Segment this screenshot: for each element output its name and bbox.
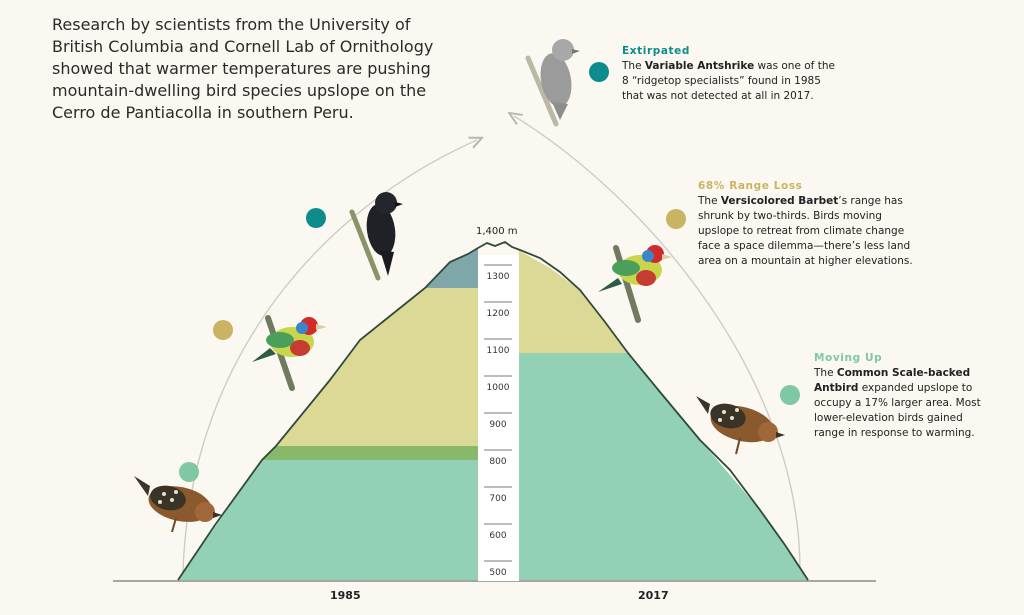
annotation-text-post: ’s range has shrunk by two-thirds. Birds… [698, 195, 913, 267]
species-name: Variable Antshrike [644, 60, 755, 72]
elevation-ruler [478, 255, 519, 581]
band-1985-low [178, 460, 478, 580]
annotation-text-pre: The [622, 60, 645, 72]
species-name: Versicolored Barbet [720, 195, 839, 207]
annotation-text-post: was one of the 8 “ridgetop specialists” … [622, 60, 835, 102]
dot-mint-left [179, 462, 199, 482]
year-label-2017: 2017 [638, 589, 669, 602]
annotation-heading: 68% Range Loss [698, 180, 803, 192]
dot-mint-moving-up [780, 385, 800, 405]
elevation-tick-label: 600 [489, 531, 506, 541]
antshrike-gray-icon [525, 39, 580, 127]
annotation-text-pre: The [698, 195, 721, 207]
barbet-left-icon [252, 315, 327, 391]
band-2017-low [519, 353, 808, 580]
elevation-tick-label: 1100 [487, 346, 510, 356]
right-trajectory-arrow [514, 116, 801, 571]
elevation-tick-label: 500 [489, 568, 506, 578]
band-2017-olive [519, 250, 628, 353]
peak-elevation-label: 1,400 m [476, 226, 518, 237]
elevation-tick-label: 800 [489, 457, 506, 467]
intro-text: Research by scientists from the Universi… [52, 15, 434, 122]
band-1985-green [262, 446, 478, 460]
dot-teal-extirpated [589, 62, 609, 82]
mountain-outline [177, 240, 809, 581]
annotation-text-post: expanded upslope to occupy a 17% larger … [814, 382, 981, 439]
scale-backed-antbird-right-icon [696, 396, 785, 455]
species-name: Common Scale-backed Antbird [814, 367, 971, 394]
dot-gold-left [213, 320, 233, 340]
annotation-text-pre: The [814, 367, 837, 379]
band-1985-top [425, 248, 478, 288]
year-label-1985: 1985 [330, 589, 361, 602]
antshrike-black-icon [349, 192, 403, 281]
annotation-range-loss: 68% Range Loss The Versicolored Barbet’s… [698, 179, 918, 269]
annotation-extirpated: Extirpated The Variable Antshrike was on… [622, 44, 837, 104]
barbet-right-icon [598, 245, 672, 323]
elevation-tick-label: 700 [489, 494, 506, 504]
dot-gold-range-loss [666, 209, 686, 229]
elevation-tick-label: 1000 [487, 383, 510, 393]
scale-backed-antbird-left-icon [134, 476, 222, 533]
annotation-moving-up: Moving Up The Common Scale-backed Antbir… [814, 351, 996, 441]
annotation-heading: Moving Up [814, 352, 883, 364]
annotation-heading: Extirpated [622, 45, 691, 57]
band-1985-olive [276, 288, 478, 446]
elevation-tick-label: 1200 [487, 309, 510, 319]
left-trajectory-arrow [182, 140, 477, 573]
elevation-tick-label: 1300 [487, 272, 510, 282]
dot-teal-left [306, 208, 326, 228]
elevation-ticks: 1300 1200 1100 1000 900 800 700 600 500 [484, 264, 512, 578]
elevation-tick-label: 900 [489, 420, 506, 430]
